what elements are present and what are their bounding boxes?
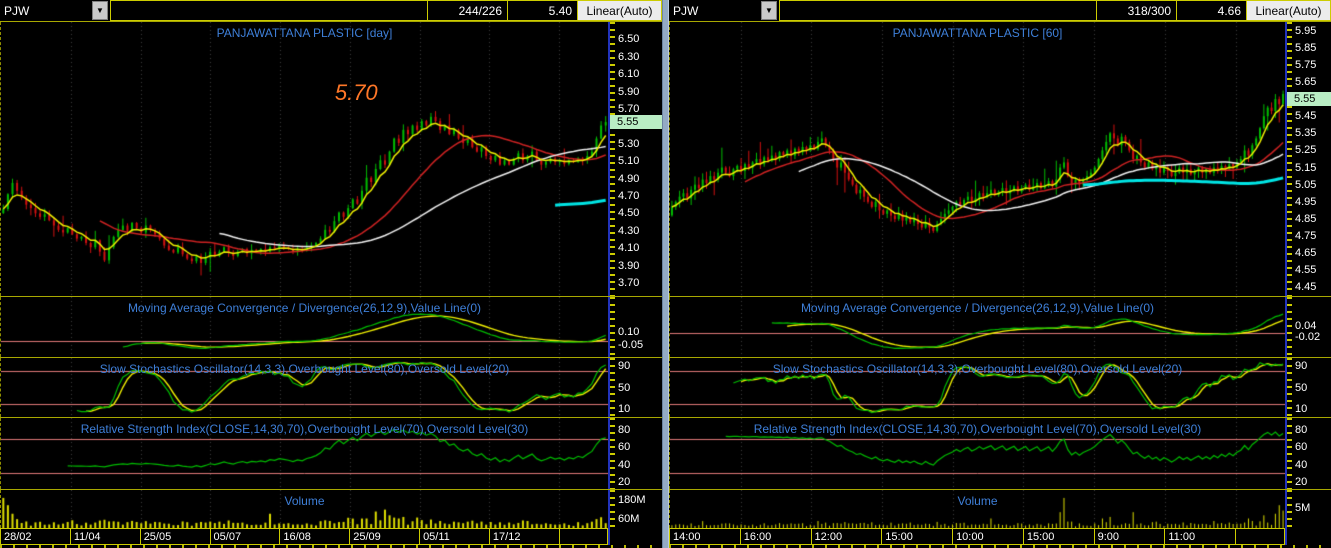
volume-y-axis: 5M	[1287, 490, 1331, 528]
x-axis-label: 17/12	[488, 528, 559, 545]
x-axis-label: 16:00	[739, 528, 811, 545]
price-readout: 4.66	[1177, 0, 1247, 21]
price-chart-canvas[interactable]	[670, 22, 1285, 296]
toolbar-spacer	[779, 0, 1097, 21]
toolbar-daily: PJW ▼ 244/226 5.40 Linear(Auto)	[0, 0, 662, 21]
symbol-combobox[interactable]: PJW	[0, 0, 92, 21]
price-y-axis: 6.506.306.105.905.705.505.305.104.904.70…	[610, 22, 662, 296]
price-chart-surface[interactable]: PANJAWATTANA PLASTIC [60]	[669, 22, 1287, 296]
macd-y-axis: 0.04 -0.02	[1287, 297, 1331, 357]
stochastics-canvas[interactable]	[670, 358, 1285, 417]
volume-chart-surface[interactable]: Volume	[669, 490, 1287, 528]
scale-mode-button[interactable]: Linear(Auto)	[1247, 0, 1331, 21]
volume-pane: Volume 5M	[669, 489, 1331, 528]
rsi-canvas[interactable]	[670, 418, 1285, 489]
x-axis-label: 05/07	[209, 528, 280, 545]
bar-count-readout: 318/300	[1097, 0, 1177, 21]
price-y-axis: 5.955.855.755.655.555.455.355.255.155.05…	[1287, 22, 1331, 296]
stochastics-pane: Slow Stochastics Oscillator(14,3,3),Over…	[669, 357, 1331, 417]
x-axis-label-empty	[1235, 528, 1285, 545]
bar-count-readout: 244/226	[428, 0, 508, 21]
stochastics-y-axis: 90 50 10	[1287, 358, 1331, 417]
bottom-tick-strip	[669, 545, 1331, 548]
rsi-pane: Relative Strength Index(CLOSE,14,30,70),…	[669, 417, 1331, 489]
volume-pane: Volume 180M 60M	[0, 489, 662, 528]
x-axis-row: 28/02 11/04 25/05 05/07 16/08 25/09 05/11 17/12	[0, 528, 662, 545]
rsi-canvas[interactable]	[1, 418, 608, 489]
price-pane: PANJAWATTANA PLASTIC [60] 5.95 5.85 5.75 5.…	[669, 21, 1331, 296]
x-axis-stub	[1287, 528, 1331, 545]
stochastics-canvas[interactable]	[1, 358, 608, 417]
symbol-value: PJW	[673, 3, 699, 18]
x-axis-label: 15:00	[1022, 528, 1094, 545]
toolbar-60min: PJW ▼ 318/300 4.66 Linear(Auto)	[669, 0, 1331, 21]
x-axis-row: 14:00 16:00 12:00 15:00 10:00 15:00 9:00 11:00	[669, 528, 1331, 545]
macd-canvas[interactable]	[670, 297, 1285, 357]
x-axis-labels: 14:00 16:00 12:00 15:00 10:00 15:00 9:00 11:00	[669, 528, 1287, 545]
combobox-arrow-icon[interactable]: ▼	[92, 1, 108, 20]
macd-pane: Moving Average Convergence / Divergence(…	[0, 296, 662, 357]
toolbar-spacer	[110, 0, 428, 21]
scale-mode-button[interactable]: Linear(Auto)	[578, 0, 662, 21]
stochastics-pane: Slow Stochastics Oscillator(14,3,3),Over…	[0, 357, 662, 417]
volume-canvas[interactable]	[1, 490, 608, 528]
price-readout: 5.40	[508, 0, 578, 21]
rsi-y-axis: 80 60 40 20	[610, 418, 662, 489]
rsi-chart-surface[interactable]: Relative Strength Index(CLOSE,14,30,70),…	[0, 418, 610, 489]
rsi-y-axis: 80 60 40 20	[1287, 418, 1331, 489]
x-axis-label: 11:00	[1164, 528, 1236, 545]
x-axis-labels: 28/02 11/04 25/05 05/07 16/08 25/09 05/11 17/12	[0, 528, 610, 545]
x-axis-label: 28/02	[0, 528, 70, 545]
x-axis-label: 16/08	[279, 528, 350, 545]
volume-chart-surface[interactable]: Volume	[0, 490, 610, 528]
rsi-pane: Relative Strength Index(CLOSE,14,30,70),…	[0, 417, 662, 489]
volume-y-axis: 180M 60M	[610, 490, 662, 528]
macd-canvas[interactable]	[1, 297, 608, 357]
stochastics-chart-surface[interactable]: Slow Stochastics Oscillator(14,3,3),Over…	[0, 358, 610, 417]
x-axis-label: 25/05	[139, 528, 210, 545]
bottom-tick-strip	[0, 545, 662, 548]
x-axis-label-empty	[558, 528, 608, 545]
x-axis-stub	[610, 528, 662, 545]
panel-divider[interactable]	[662, 0, 669, 548]
macd-chart-surface[interactable]: Moving Average Convergence / Divergence(…	[669, 297, 1287, 357]
symbol-combobox[interactable]: PJW	[669, 0, 761, 21]
x-axis-label: 10:00	[952, 528, 1023, 545]
x-axis-label: 11/04	[69, 528, 140, 545]
x-axis-label: 25/09	[349, 528, 420, 545]
macd-pane: Moving Average Convergence / Divergence(…	[669, 296, 1331, 357]
price-chart-surface[interactable]: PANJAWATTANA PLASTIC [day] 5.70	[0, 22, 610, 296]
stochastics-y-axis: 90 50 10	[610, 358, 662, 417]
x-axis-label: 15:00	[881, 528, 953, 545]
stochastics-chart-surface[interactable]: Slow Stochastics Oscillator(14,3,3),Over…	[669, 358, 1287, 417]
macd-chart-surface[interactable]: Moving Average Convergence / Divergence(…	[0, 297, 610, 357]
price-chart-canvas[interactable]	[1, 22, 608, 296]
chart-panel-daily: PJW ▼ 244/226 5.40 Linear(Auto) PANJAWAT…	[0, 0, 662, 548]
volume-canvas[interactable]	[670, 490, 1285, 528]
x-axis-label: 9:00	[1093, 528, 1165, 545]
symbol-value: PJW	[4, 3, 30, 18]
price-pane: PANJAWATTANA PLASTIC [day] 5.70 6.50 6.30…	[0, 21, 662, 296]
chart-panel-60min: PJW ▼ 318/300 4.66 Linear(Auto) PANJAWAT…	[669, 0, 1331, 548]
combobox-arrow-icon[interactable]: ▼	[761, 1, 777, 20]
x-axis-label: 05/11	[419, 528, 489, 545]
macd-y-axis: 0.10 -0.05	[610, 297, 662, 357]
rsi-chart-surface[interactable]: Relative Strength Index(CLOSE,14,30,70),…	[669, 418, 1287, 489]
x-axis-label: 12:00	[810, 528, 882, 545]
x-axis-label: 14:00	[669, 528, 740, 545]
